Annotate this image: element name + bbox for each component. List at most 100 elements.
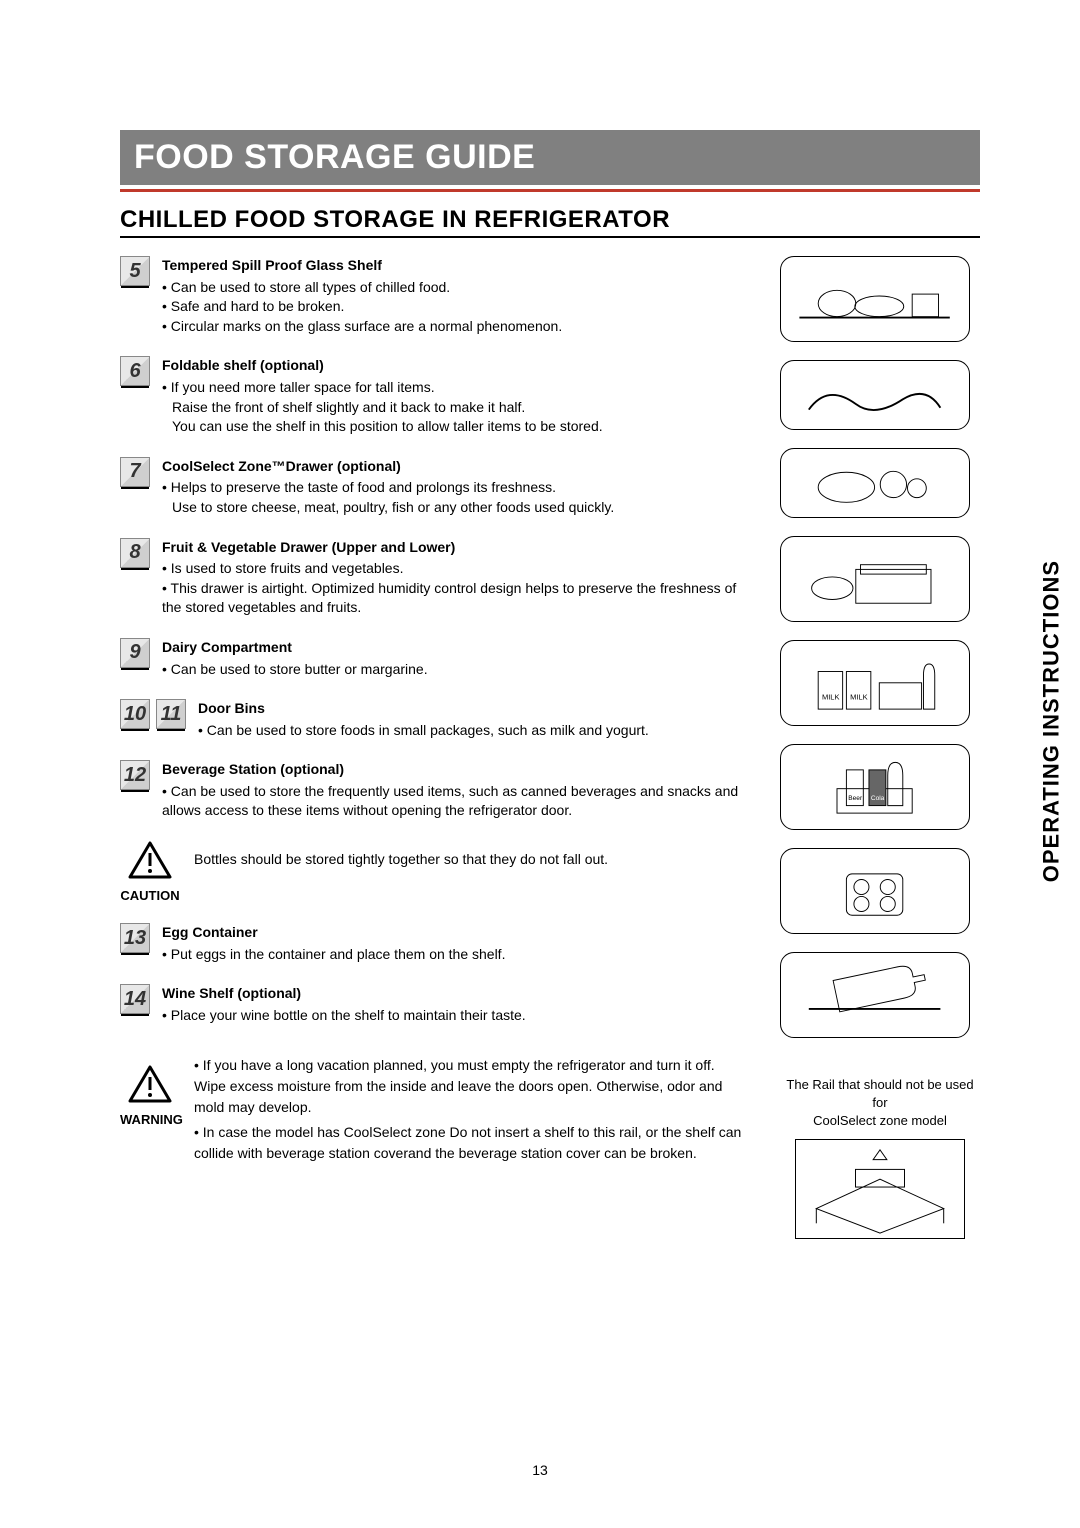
warning-block: WARNING If you have a long vacation plan… bbox=[120, 1055, 750, 1168]
storage-item: 13 Egg ContainerPut eggs in the container… bbox=[120, 923, 750, 964]
illus-foldable-shelf bbox=[780, 360, 970, 430]
rail-note: The Rail that should not be used for Coo… bbox=[780, 1076, 980, 1239]
storage-item: 9 Dairy CompartmentCan be used to store b… bbox=[120, 638, 750, 679]
caution-text: Bottles should be stored tightly togethe… bbox=[194, 841, 750, 870]
item-body: Beverage Station (optional)Can be used t… bbox=[162, 760, 750, 821]
item-bullet: Can be used to store foods in small pack… bbox=[198, 721, 750, 741]
item-title: Fruit & Vegetable Drawer (Upper and Lowe… bbox=[162, 538, 750, 558]
page-number: 13 bbox=[0, 1462, 1080, 1478]
item-body: Door BinsCan be used to store foods in s… bbox=[198, 699, 750, 740]
illus-dairy: MILK MILK bbox=[780, 640, 970, 726]
warning-bullet: If you have a long vacation planned, you… bbox=[194, 1055, 750, 1118]
item-subline: Raise the front of shelf slightly and it… bbox=[172, 398, 750, 418]
svg-text:Beer: Beer bbox=[849, 795, 864, 802]
item-number-group: 6 bbox=[120, 356, 150, 386]
illus-wine-shelf bbox=[780, 952, 970, 1038]
storage-item: 7 CoolSelect Zone™Drawer (optional)Helps … bbox=[120, 457, 750, 518]
storage-item: 14 Wine Shelf (optional)Place your wine b… bbox=[120, 984, 750, 1025]
rail-diagram bbox=[795, 1139, 965, 1239]
item-bullet: Helps to preserve the taste of food and … bbox=[162, 478, 750, 498]
item-bullet: Place your wine bottle on the shelf to m… bbox=[162, 1006, 750, 1026]
item-title: Foldable shelf (optional) bbox=[162, 356, 750, 376]
illus-door-bins: Beer Cola bbox=[780, 744, 970, 830]
item-number-group: 7 bbox=[120, 457, 150, 487]
item-number-badge: 9 bbox=[120, 638, 150, 668]
storage-item: 6 Foldable shelf (optional)If you need mo… bbox=[120, 356, 750, 436]
item-number-badge: 14 bbox=[120, 984, 150, 1014]
item-title: Beverage Station (optional) bbox=[162, 760, 750, 780]
page: FOOD STORAGE GUIDE CHILLED FOOD STORAGE … bbox=[0, 0, 1080, 1528]
item-number-group: 1011 bbox=[120, 699, 186, 729]
item-bullet: Can be used to store butter or margarine… bbox=[162, 660, 750, 680]
item-bullets: Helps to preserve the taste of food and … bbox=[162, 478, 750, 498]
item-body: Dairy CompartmentCan be used to store bu… bbox=[162, 638, 750, 679]
item-number-badge: 7 bbox=[120, 457, 150, 487]
item-number-group: 13 bbox=[120, 923, 150, 953]
item-number-badge: 6 bbox=[120, 356, 150, 386]
caution-label: CAUTION bbox=[120, 888, 180, 903]
item-number-badge: 11 bbox=[156, 699, 186, 729]
content-row: 5Tempered Spill Proof Glass ShelfCan be … bbox=[120, 256, 980, 1239]
item-bullet: If you need more taller space for tall i… bbox=[162, 378, 750, 398]
illus-egg-container bbox=[780, 848, 970, 934]
side-label: OPERATING INSTRUCTIONS bbox=[1038, 560, 1064, 882]
item-number-group: 9 bbox=[120, 638, 150, 668]
svg-text:MILK: MILK bbox=[851, 693, 869, 702]
warning-text: If you have a long vacation planned, you… bbox=[194, 1055, 750, 1168]
rail-note-line1: The Rail that should not be used for bbox=[786, 1077, 973, 1110]
item-title: Egg Container bbox=[162, 923, 750, 943]
item-sublines: Raise the front of shelf slightly and it… bbox=[162, 398, 750, 437]
warning-triangle-icon bbox=[128, 841, 172, 881]
item-subline: Use to store cheese, meat, poultry, fish… bbox=[172, 498, 750, 518]
item-title: CoolSelect Zone™Drawer (optional) bbox=[162, 457, 750, 477]
item-subline: You can use the shelf in this position t… bbox=[172, 417, 750, 437]
caution-block: CAUTION Bottles should be stored tightly… bbox=[120, 841, 750, 903]
item-number-badge: 12 bbox=[120, 760, 150, 790]
item-title: Wine Shelf (optional) bbox=[162, 984, 750, 1004]
warning-symbol-col: WARNING bbox=[120, 1055, 180, 1127]
page-title: FOOD STORAGE GUIDE bbox=[134, 138, 966, 177]
section-heading: CHILLED FOOD STORAGE IN REFRIGERATOR bbox=[120, 206, 980, 238]
right-column: MILK MILK Beer Cola The Rail that should n… bbox=[780, 256, 980, 1239]
item-number-badge: 10 bbox=[120, 699, 150, 729]
svg-text:MILK: MILK bbox=[822, 693, 840, 702]
warning-triangle-icon bbox=[128, 1065, 172, 1105]
item-bullets: Is used to store fruits and vegetables.T… bbox=[162, 559, 750, 618]
left-column: 5Tempered Spill Proof Glass ShelfCan be … bbox=[120, 256, 750, 1239]
illus-coolselect-drawer bbox=[780, 448, 970, 518]
item-body: Wine Shelf (optional)Place your wine bot… bbox=[162, 984, 750, 1025]
storage-item: 8 Fruit & Vegetable Drawer (Upper and Low… bbox=[120, 538, 750, 618]
item-number-badge: 8 bbox=[120, 538, 150, 568]
item-bullets: Can be used to store the frequently used… bbox=[162, 782, 750, 821]
item-bullets: If you need more taller space for tall i… bbox=[162, 378, 750, 398]
illus-glass-shelf bbox=[780, 256, 970, 342]
item-bullet: Circular marks on the glass surface are … bbox=[162, 317, 750, 337]
storage-item: 5 Tempered Spill Proof Glass ShelfCan be … bbox=[120, 256, 750, 336]
item-bullets: Put eggs in the container and place them… bbox=[162, 945, 750, 965]
item-body: Egg ContainerPut eggs in the container a… bbox=[162, 923, 750, 964]
storage-item: 12 Beverage Station (optional)Can be used… bbox=[120, 760, 750, 821]
warning-label: WARNING bbox=[120, 1112, 180, 1127]
storage-item: 1011 Door BinsCan be used to store foods … bbox=[120, 699, 750, 740]
item-bullet: Can be used to store the frequently used… bbox=[162, 782, 750, 821]
item-title: Dairy Compartment bbox=[162, 638, 750, 658]
item-sublines: Use to store cheese, meat, poultry, fish… bbox=[162, 498, 750, 518]
item-bullet: Is used to store fruits and vegetables. bbox=[162, 559, 750, 579]
item-body: Foldable shelf (optional)If you need mor… bbox=[162, 356, 750, 436]
item-body: CoolSelect Zone™Drawer (optional)Helps t… bbox=[162, 457, 750, 518]
warning-bullet: In case the model has CoolSelect zone Do… bbox=[194, 1122, 750, 1164]
illus-fruit-veg-drawer bbox=[780, 536, 970, 622]
item-bullets: Can be used to store foods in small pack… bbox=[198, 721, 750, 741]
svg-text:Cola: Cola bbox=[871, 795, 885, 802]
item-number-group: 12 bbox=[120, 760, 150, 790]
item-bullet: Can be used to store all types of chille… bbox=[162, 278, 750, 298]
title-underline bbox=[120, 189, 980, 192]
item-title: Door Bins bbox=[198, 699, 750, 719]
caution-symbol-col: CAUTION bbox=[120, 841, 180, 903]
item-bullet: Put eggs in the container and place them… bbox=[162, 945, 750, 965]
rail-note-line2: CoolSelect zone model bbox=[813, 1113, 947, 1128]
item-body: Tempered Spill Proof Glass ShelfCan be u… bbox=[162, 256, 750, 336]
item-bullet: This drawer is airtight. Optimized humid… bbox=[162, 579, 750, 618]
item-title: Tempered Spill Proof Glass Shelf bbox=[162, 256, 750, 276]
item-number-badge: 5 bbox=[120, 256, 150, 286]
